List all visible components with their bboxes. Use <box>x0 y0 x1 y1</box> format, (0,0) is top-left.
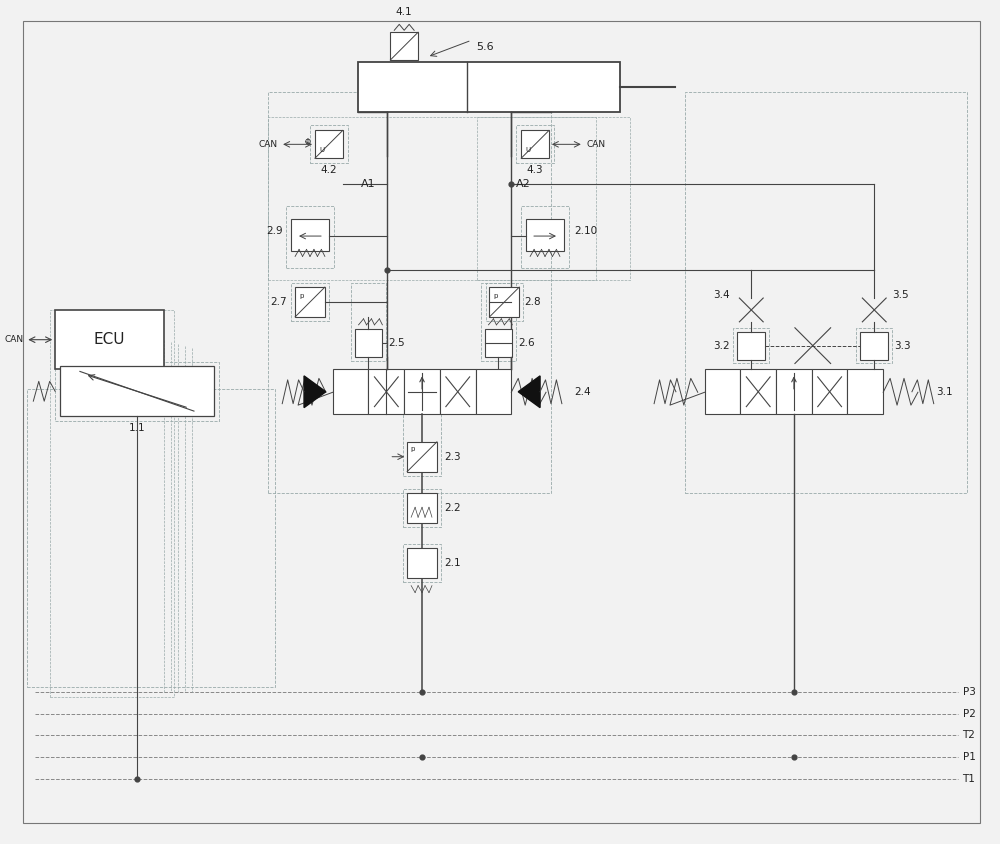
Bar <box>812 370 847 414</box>
Bar <box>737 332 765 360</box>
Point <box>414 750 430 764</box>
Bar <box>403 490 441 528</box>
Bar <box>286 206 334 268</box>
Text: 3.2: 3.2 <box>713 341 729 350</box>
Text: 2.8: 2.8 <box>524 297 541 307</box>
Text: 3.1: 3.1 <box>936 387 952 397</box>
Bar <box>847 370 883 414</box>
Point <box>379 263 395 277</box>
Bar <box>368 370 404 414</box>
Text: T1: T1 <box>963 774 975 784</box>
Bar <box>476 370 511 414</box>
Text: 3.5: 3.5 <box>892 290 909 300</box>
Text: A2: A2 <box>516 179 531 189</box>
Point <box>414 685 430 699</box>
Bar <box>404 370 440 414</box>
Point <box>129 772 145 786</box>
Text: U: U <box>319 148 324 154</box>
Text: Φ: Φ <box>305 138 311 147</box>
Text: CAN: CAN <box>587 140 606 149</box>
Text: p: p <box>410 446 415 452</box>
Bar <box>50 310 174 696</box>
Polygon shape <box>304 376 326 408</box>
Text: ECU: ECU <box>94 333 125 347</box>
Text: 5.6: 5.6 <box>477 42 494 52</box>
Text: CAN: CAN <box>258 140 277 149</box>
Bar <box>477 116 630 280</box>
Bar <box>485 329 512 356</box>
Text: 3.4: 3.4 <box>713 290 729 300</box>
Bar <box>740 370 776 414</box>
Bar <box>407 548 437 577</box>
Polygon shape <box>518 376 540 408</box>
Bar <box>685 92 967 494</box>
Bar <box>440 370 476 414</box>
Bar <box>355 329 382 356</box>
Bar <box>315 131 343 158</box>
Bar <box>526 219 564 252</box>
Bar <box>310 126 348 163</box>
Text: A1: A1 <box>361 179 375 189</box>
Text: 2.1: 2.1 <box>444 558 460 568</box>
Point <box>503 177 519 191</box>
Bar <box>27 389 275 687</box>
Bar <box>776 370 812 414</box>
Text: P3: P3 <box>963 687 975 697</box>
Text: U: U <box>525 148 530 154</box>
Bar <box>403 406 441 475</box>
Text: CAN: CAN <box>4 335 23 344</box>
Bar <box>856 327 892 364</box>
Bar <box>390 32 418 60</box>
Bar <box>486 284 523 321</box>
Text: T2: T2 <box>963 730 975 740</box>
Text: 2.4: 2.4 <box>574 387 590 397</box>
Bar <box>358 62 620 111</box>
Bar <box>403 544 441 582</box>
Text: P2: P2 <box>963 709 975 718</box>
Bar <box>733 327 769 364</box>
Text: 4.1: 4.1 <box>396 8 413 18</box>
Text: 2.9: 2.9 <box>267 226 283 236</box>
Text: 2.10: 2.10 <box>574 226 597 236</box>
Text: 2.5: 2.5 <box>388 338 405 348</box>
Text: 1.1: 1.1 <box>129 423 145 433</box>
Bar <box>351 284 386 360</box>
Bar <box>268 116 596 280</box>
Bar <box>268 92 551 494</box>
Bar <box>55 361 219 421</box>
Text: 4.3: 4.3 <box>527 165 543 175</box>
Bar <box>521 131 549 158</box>
Bar <box>407 441 437 472</box>
Text: 2.3: 2.3 <box>444 452 460 462</box>
Point <box>786 750 802 764</box>
Bar <box>860 332 888 360</box>
Point <box>786 685 802 699</box>
Text: 4.2: 4.2 <box>321 165 337 175</box>
Bar <box>705 370 740 414</box>
Bar <box>516 126 554 163</box>
Bar <box>295 287 325 316</box>
Bar <box>521 206 569 268</box>
Bar <box>333 370 368 414</box>
Bar <box>291 284 329 321</box>
Bar <box>489 287 519 316</box>
Text: P1: P1 <box>963 752 975 762</box>
Bar <box>60 366 214 416</box>
Text: p: p <box>299 293 303 299</box>
Bar <box>291 219 329 252</box>
Bar <box>481 284 516 360</box>
Bar <box>407 494 437 523</box>
Text: 2.7: 2.7 <box>271 297 287 307</box>
Text: 2.2: 2.2 <box>444 503 460 513</box>
Text: 3.3: 3.3 <box>894 341 911 350</box>
Text: 2.6: 2.6 <box>518 338 535 348</box>
Text: p: p <box>493 293 498 299</box>
Bar <box>55 310 164 370</box>
